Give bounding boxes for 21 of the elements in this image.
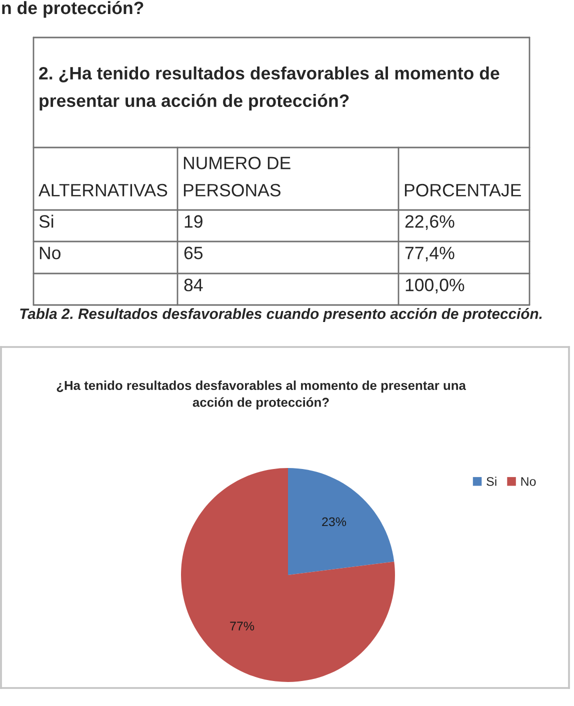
data-label: 77% (230, 622, 254, 630)
chart-title: ¿Ha tenido resultados desfavorables al momento de presentar una acción de protección? (56, 380, 466, 410)
legend-label: No (521, 477, 536, 486)
text: 100,0% (406, 278, 464, 294)
text: PORCENTAJE (404, 184, 521, 196)
pie-slice (181, 468, 395, 682)
data-label: 19 (184, 215, 202, 228)
category-label: No (40, 246, 60, 260)
text: 2. ¿Ha tenido resultados desfavorables al momento de presentar una acción de protección? (39, 66, 500, 111)
text: Tabla 2. Resultados desfavorables cuando presento acción de protección. (20, 308, 542, 322)
category-label: Si (39, 214, 54, 228)
data-label: 77,4% (405, 246, 454, 262)
data-label: 65 (184, 246, 203, 260)
text: 84 (184, 278, 203, 292)
data-label: 23% (322, 517, 346, 526)
pie-slice (288, 468, 394, 575)
text: n de protección? (2, 1, 144, 18)
legend-label: Si (486, 476, 496, 486)
text: NUMERO DE PERSONAS (184, 156, 290, 196)
data-label: 22,6% (405, 215, 454, 230)
text: ALTERNATIVAS (38, 184, 168, 196)
